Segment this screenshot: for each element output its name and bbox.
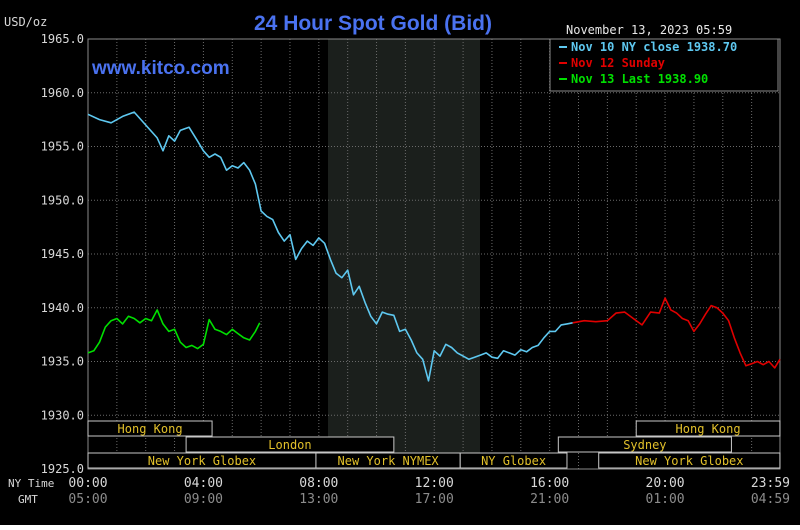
- y-tick-label: 1950.0: [41, 193, 84, 207]
- session-label: London: [268, 438, 311, 452]
- x-tick-label-ny: 12:00: [415, 476, 454, 491]
- x-tick-label-gmt: 09:00: [184, 492, 223, 507]
- session-label: New York NYMEX: [338, 454, 440, 468]
- session-box: [557, 436, 732, 453]
- session-label: NY Globex: [481, 454, 546, 468]
- market-sessions: Hong Kong Hong Kong London Sydney New York G…: [87, 420, 781, 469]
- x-tick-label-ny: 00:00: [68, 476, 107, 491]
- price-series: [87, 111, 781, 382]
- y-axis-unit-label: USD/oz: [4, 15, 47, 29]
- y-tick-label: 1930.0: [41, 408, 84, 422]
- chart-timestamp: November 13, 2023 05:59: [566, 23, 732, 37]
- series-line: [87, 309, 261, 354]
- x-tick-label-gmt: 21:00: [530, 492, 569, 507]
- session-box: [185, 436, 395, 453]
- session-label: New York Globex: [635, 454, 743, 468]
- session-label: Hong Kong: [118, 422, 183, 436]
- site-watermark: www.kitco.com: [91, 58, 230, 79]
- y-axis: 1965.0 1960.0 1955.0 1950.0 1945.0 1940.0 1935…: [41, 32, 84, 476]
- y-tick-label: 1925.0: [41, 462, 84, 476]
- x-tick-label-gmt: 13:00: [299, 492, 338, 507]
- legend-entries: Nov 10 NY close 1938.70 Nov 12 Sunday Nov …: [559, 40, 737, 86]
- y-tick-label: 1940.0: [41, 301, 84, 315]
- legend-entry: Nov 13 Last 1938.90: [571, 72, 708, 86]
- y-tick-label: 1955.0: [41, 140, 84, 154]
- x-tick-label-ny: 20:00: [646, 476, 685, 491]
- chart-title: 24 Hour Spot Gold (Bid): [254, 12, 492, 35]
- x-tick-label-gmt: 04:59: [751, 492, 790, 507]
- legend-box: November 13, 2023 05:59 Nov 10 NY close …: [549, 23, 779, 92]
- session-box: [598, 452, 781, 469]
- x-tick-label-gmt: 01:00: [646, 492, 685, 507]
- legend-border: [549, 38, 779, 92]
- y-tick-label: 1945.0: [41, 247, 84, 261]
- x-tick-label-ny: 04:00: [184, 476, 223, 491]
- x-axis-gmt-label: GMT: [18, 493, 38, 506]
- session-box: [635, 420, 781, 437]
- y-tick-label: 1960.0: [41, 86, 84, 100]
- y-tick-label: 1965.0: [41, 32, 84, 46]
- x-axis-ny-label: NY Time: [8, 477, 54, 490]
- legend-entry: Nov 10 NY close 1938.70: [571, 40, 737, 54]
- x-tick-label-gmt: 17:00: [415, 492, 454, 507]
- x-tick-label-ny: 08:00: [299, 476, 338, 491]
- session-label: New York Globex: [148, 454, 256, 468]
- series-line: [572, 297, 781, 369]
- series-line: [87, 111, 573, 382]
- x-tick-label-ny: 16:00: [530, 476, 569, 491]
- x-tick-label-ny: 23:59: [751, 476, 790, 491]
- session-box: [459, 452, 568, 469]
- session-label: Sydney: [623, 438, 666, 452]
- x-tick-label-gmt: 05:00: [68, 492, 107, 507]
- y-tick-label: 1935.0: [41, 355, 84, 369]
- legend-entry: Nov 12 Sunday: [571, 56, 665, 70]
- session-box: [87, 420, 213, 437]
- plot-area-border: [87, 38, 781, 470]
- session-label: Hong Kong: [676, 422, 741, 436]
